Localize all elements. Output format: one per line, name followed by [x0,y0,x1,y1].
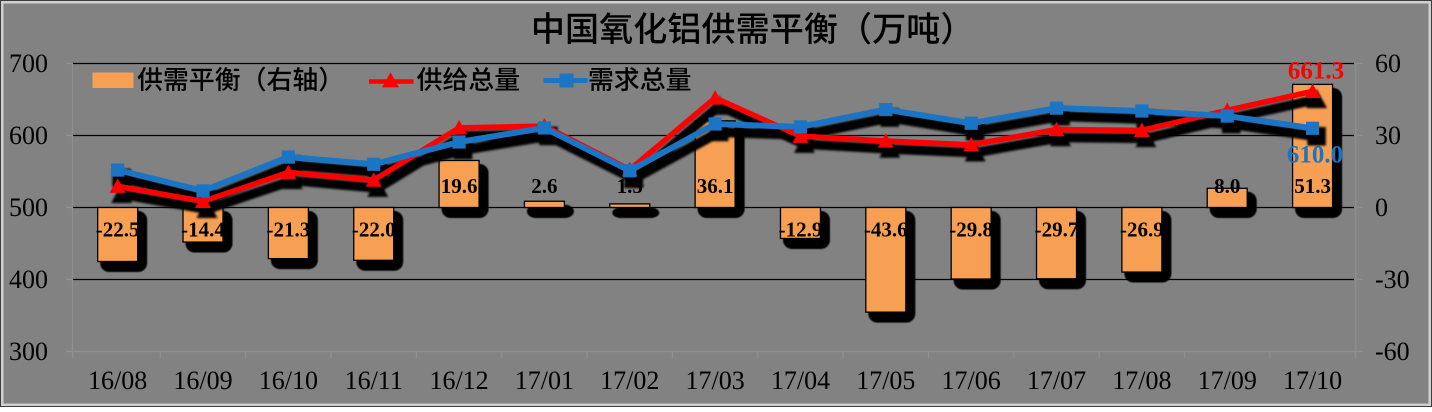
svg-text:17/09: 17/09 [1198,366,1257,395]
svg-text:17/07: 17/07 [1027,366,1086,395]
svg-text:-22.0: -22.0 [352,218,396,242]
svg-text:-22.5: -22.5 [96,218,140,242]
svg-text:17/05: 17/05 [856,366,915,395]
svg-text:17/03: 17/03 [686,366,745,395]
svg-text:-14.4: -14.4 [181,218,225,242]
svg-text:60: 60 [1375,49,1401,78]
svg-text:30: 30 [1375,121,1401,150]
svg-text:610.0: 610.0 [1287,142,1343,169]
svg-text:500: 500 [9,193,48,222]
svg-text:51.3: 51.3 [1294,174,1331,198]
svg-text:17/06: 17/06 [942,366,1001,395]
svg-text:0: 0 [1375,193,1388,222]
svg-text:-60: -60 [1375,337,1410,366]
svg-text:17/04: 17/04 [771,366,830,395]
svg-text:-21.3: -21.3 [267,218,311,242]
svg-text:-12.9: -12.9 [779,218,823,242]
svg-text:661.3: 661.3 [1288,58,1344,85]
svg-text:16/10: 16/10 [259,366,318,395]
svg-text:2.6: 2.6 [531,174,557,198]
svg-text:8.0: 8.0 [1214,174,1240,198]
svg-text:-30: -30 [1375,265,1410,294]
svg-text:17/02: 17/02 [600,366,659,395]
svg-text:16/11: 16/11 [345,366,403,395]
svg-text:400: 400 [9,265,48,294]
svg-text:-43.6: -43.6 [864,218,908,242]
svg-text:600: 600 [9,121,48,150]
svg-text:700: 700 [9,49,48,78]
svg-text:16/12: 16/12 [429,366,488,395]
svg-text:-26.9: -26.9 [1120,218,1164,242]
svg-text:-29.7: -29.7 [1035,218,1079,242]
svg-text:17/01: 17/01 [515,366,574,395]
svg-text:16/09: 16/09 [173,366,232,395]
svg-text:-29.8: -29.8 [949,218,993,242]
svg-text:36.1: 36.1 [697,174,734,198]
svg-text:17/08: 17/08 [1112,366,1171,395]
svg-text:17/10: 17/10 [1283,366,1342,395]
svg-text:19.6: 19.6 [441,174,478,198]
svg-text:300: 300 [9,337,48,366]
svg-text:16/08: 16/08 [88,366,147,395]
